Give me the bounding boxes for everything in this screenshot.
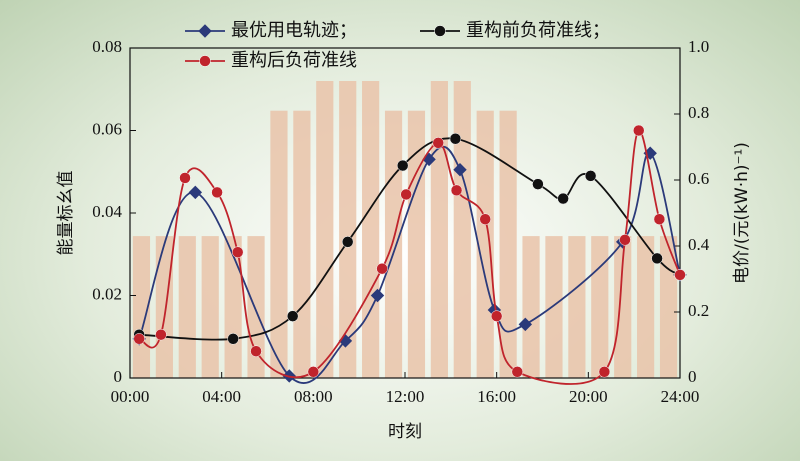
y2-tick-label: 1.0 [688, 37, 709, 56]
legend-marker [434, 25, 446, 37]
y2-tick-label: 0.4 [688, 235, 710, 254]
series-marker [518, 317, 533, 332]
y2-axis-label: 电价/(元(kW·h)⁻¹) [732, 142, 752, 284]
series-marker [370, 288, 385, 303]
y-tick-label: 0.08 [92, 37, 122, 56]
x-axis-label: 时刻 [388, 422, 422, 442]
y-tick-label: 0.02 [92, 284, 122, 303]
series-marker [179, 172, 191, 184]
y2-tick-label: 0.8 [688, 103, 709, 122]
x-tick-label: 04:00 [202, 387, 241, 406]
price-bar [362, 81, 380, 378]
series-marker [286, 310, 299, 322]
legend-label: 重构后负荷准线 [231, 50, 357, 71]
y2-tick-label: 0 [688, 367, 697, 386]
x-tick-label: 12:00 [386, 387, 425, 406]
series-marker [450, 184, 463, 197]
series-marker [133, 333, 145, 345]
y2-tick-label: 0.2 [688, 301, 709, 320]
price-bar [384, 110, 403, 378]
series-marker [479, 213, 491, 225]
price-bar [637, 236, 655, 378]
price-bar [545, 236, 563, 378]
series-marker [557, 192, 569, 205]
x-tick-label: 16:00 [477, 387, 516, 406]
x-tick-label: 00:00 [111, 387, 150, 406]
price-bar [453, 81, 471, 378]
y-tick-label: 0.06 [92, 119, 122, 138]
series-marker [490, 310, 503, 322]
series-marker [449, 133, 462, 145]
price-bar [614, 236, 632, 378]
price-bar [155, 236, 173, 378]
price-bar [522, 236, 540, 378]
series-marker [250, 345, 262, 357]
price-bar [316, 81, 334, 378]
series-marker [584, 170, 597, 182]
price-bar [339, 81, 357, 378]
x-tick-label: 08:00 [294, 387, 333, 406]
series-marker [188, 185, 203, 200]
series-marker [211, 186, 223, 199]
price-bar [201, 236, 219, 378]
x-tick-label: 24:00 [661, 387, 700, 406]
price-bar [178, 236, 196, 378]
y-tick-label: 0 [114, 367, 123, 386]
series-marker [532, 178, 544, 190]
price-bar [270, 110, 288, 378]
series-marker [307, 366, 320, 378]
series-marker [155, 328, 167, 341]
series-marker [511, 366, 524, 378]
legend-marker [199, 55, 211, 67]
price-bar [407, 110, 426, 378]
series-marker [396, 159, 409, 172]
legend-label: 最优用电轨迹； [231, 20, 357, 41]
series-marker [341, 236, 354, 248]
series-marker [619, 234, 631, 246]
price-bar [499, 110, 517, 378]
price-bar [568, 236, 586, 378]
legend-label: 重构前负荷准线； [466, 20, 610, 41]
price-bar [430, 81, 448, 378]
legend-marker [198, 24, 212, 38]
price-bar [591, 236, 609, 378]
series-marker [400, 188, 412, 201]
price-bar [293, 110, 311, 378]
series-marker [227, 333, 239, 345]
series-marker [376, 262, 388, 275]
series-marker [231, 246, 244, 258]
y2-tick-label: 0.6 [688, 169, 709, 188]
y-tick-label: 0.04 [92, 202, 122, 221]
series-marker [653, 213, 666, 225]
series-marker [674, 269, 686, 281]
series-marker [453, 162, 467, 177]
series-marker [598, 366, 611, 378]
series-marker [432, 137, 444, 149]
x-tick-label: 20:00 [569, 387, 608, 406]
series-marker [633, 124, 645, 137]
y-axis-label: 能量标幺值 [56, 171, 76, 256]
series-marker [651, 252, 663, 265]
